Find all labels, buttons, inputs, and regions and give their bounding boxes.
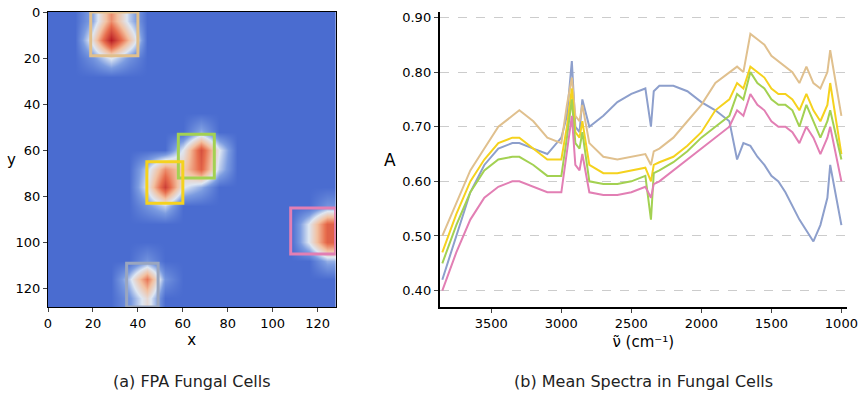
svg-text:0: 0 [32, 5, 40, 20]
svg-text:0: 0 [44, 316, 52, 331]
svg-text:20: 20 [24, 51, 41, 66]
svg-text:0.50: 0.50 [402, 229, 431, 244]
svg-text:60: 60 [175, 316, 192, 331]
svg-text:80: 80 [24, 189, 41, 204]
svg-text:1000: 1000 [825, 316, 858, 331]
svg-text:120: 120 [305, 316, 330, 331]
svg-text:0.60: 0.60 [402, 174, 431, 189]
svg-text:x: x [187, 331, 196, 349]
svg-text:3000: 3000 [545, 316, 578, 331]
svg-text:0.80: 0.80 [402, 65, 431, 80]
svg-text:A: A [384, 150, 396, 170]
svg-text:40: 40 [130, 316, 147, 331]
svg-text:0.40: 0.40 [402, 283, 431, 298]
svg-text:3500: 3500 [475, 316, 508, 331]
svg-text:0.90: 0.90 [402, 10, 431, 25]
svg-text:(b) Mean Spectra in Fungal Cel: (b) Mean Spectra in Fungal Cells [514, 372, 773, 391]
svg-text:100: 100 [260, 316, 285, 331]
svg-text:y: y [7, 151, 16, 169]
svg-text:1500: 1500 [755, 316, 788, 331]
svg-text:120: 120 [16, 281, 41, 296]
svg-text:20: 20 [85, 316, 102, 331]
svg-text:40: 40 [24, 97, 41, 112]
svg-text:60: 60 [24, 143, 41, 158]
svg-text:0.70: 0.70 [402, 119, 431, 134]
svg-text:(a) FPA Fungal Cells: (a) FPA Fungal Cells [113, 372, 271, 391]
svg-text:100: 100 [16, 235, 41, 250]
svg-text:2500: 2500 [615, 316, 648, 331]
svg-text:2000: 2000 [685, 316, 718, 331]
svg-text:ν̃ (cm⁻¹): ν̃ (cm⁻¹) [612, 333, 674, 351]
svg-text:80: 80 [219, 316, 236, 331]
